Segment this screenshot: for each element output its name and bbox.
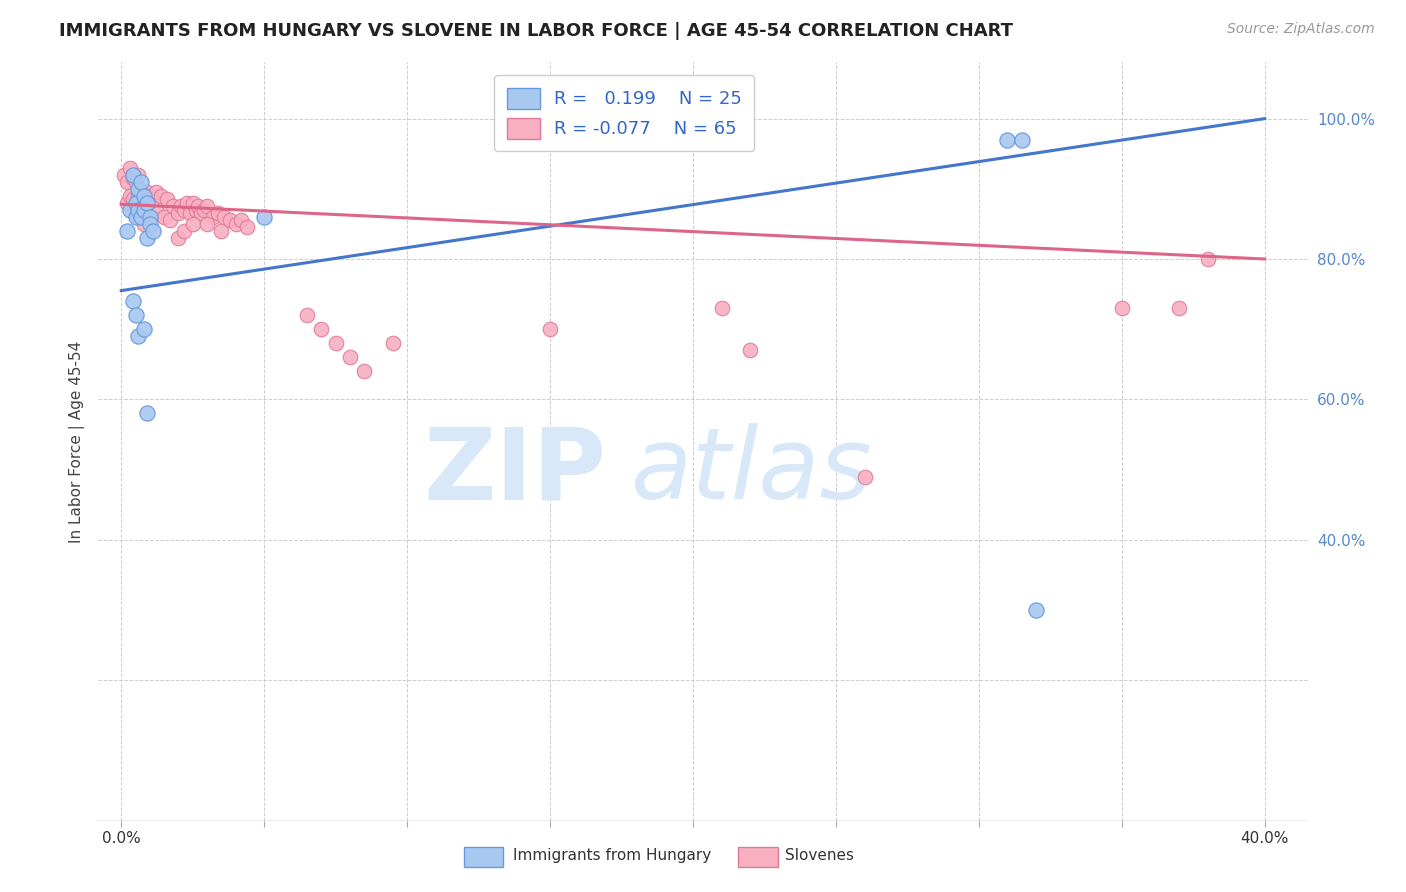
Text: Slovenes: Slovenes [785, 847, 853, 863]
Point [115, 224, 138, 238]
Point [121, 168, 143, 182]
Point [134, 322, 156, 336]
Point [121, 192, 143, 206]
Point [184, 202, 207, 217]
Point [129, 186, 152, 200]
Point [134, 202, 156, 217]
Point [181, 217, 204, 231]
Point [231, 213, 253, 227]
Point [1197, 252, 1219, 266]
Point [115, 175, 138, 189]
Point [124, 175, 146, 189]
Point [136, 231, 159, 245]
Point [134, 192, 156, 206]
Point [142, 192, 165, 206]
Point [173, 224, 195, 238]
Point [134, 217, 156, 231]
Point [1111, 301, 1133, 315]
Text: atlas: atlas [630, 424, 872, 520]
Point [118, 202, 141, 217]
Point [295, 308, 318, 322]
Point [124, 210, 146, 224]
Point [353, 364, 375, 378]
Point [150, 189, 173, 203]
Point [538, 322, 561, 336]
Point [167, 231, 190, 245]
Point [1025, 603, 1047, 617]
Point [139, 210, 162, 224]
Point [207, 206, 229, 220]
Point [997, 133, 1019, 147]
Point [1011, 133, 1033, 147]
Point [153, 210, 176, 224]
Point [170, 199, 193, 213]
Text: Immigrants from Hungary: Immigrants from Hungary [513, 847, 711, 863]
Point [381, 336, 404, 351]
Text: IMMIGRANTS FROM HUNGARY VS SLOVENE IN LABOR FORCE | AGE 45-54 CORRELATION CHART: IMMIGRANTS FROM HUNGARY VS SLOVENE IN LA… [59, 22, 1014, 40]
Point [339, 351, 361, 365]
Point [127, 202, 149, 217]
Point [139, 189, 162, 203]
Point [136, 186, 159, 200]
Point [127, 168, 149, 182]
Point [148, 206, 170, 220]
Point [115, 195, 138, 210]
Point [1168, 301, 1191, 315]
Text: Source: ZipAtlas.com: Source: ZipAtlas.com [1227, 22, 1375, 37]
Point [124, 199, 146, 213]
Point [181, 195, 204, 210]
Point [212, 210, 235, 224]
Point [167, 206, 190, 220]
Point [129, 210, 152, 224]
Point [156, 192, 179, 206]
Point [121, 171, 143, 186]
Point [201, 210, 224, 224]
Point [225, 217, 247, 231]
Point [127, 182, 149, 196]
Point [162, 199, 184, 213]
Point [253, 210, 276, 224]
Point [236, 220, 259, 235]
Point [179, 206, 201, 220]
Point [121, 294, 143, 309]
Point [118, 161, 141, 175]
Point [129, 175, 152, 189]
Point [325, 336, 347, 351]
Point [311, 322, 333, 336]
Text: ZIP: ZIP [423, 424, 606, 520]
Point [134, 189, 156, 203]
Point [219, 213, 242, 227]
Legend: R =   0.199    N = 25, R = -0.077    N = 65: R = 0.199 N = 25, R = -0.077 N = 65 [495, 75, 755, 152]
Y-axis label: In Labor Force | Age 45-54: In Labor Force | Age 45-54 [69, 341, 84, 542]
Point [195, 199, 218, 213]
Point [136, 407, 159, 421]
Point [124, 308, 146, 322]
Point [740, 343, 762, 358]
Point [118, 189, 141, 203]
Point [193, 202, 215, 217]
Point [127, 189, 149, 203]
Point [159, 213, 181, 227]
Point [127, 329, 149, 343]
Point [139, 210, 162, 224]
Point [853, 469, 876, 483]
Point [190, 206, 212, 220]
Point [136, 206, 159, 220]
Point [124, 195, 146, 210]
Point [139, 217, 162, 231]
Point [187, 199, 209, 213]
Point [136, 195, 159, 210]
Point [112, 168, 135, 182]
Point [145, 186, 167, 200]
Point [209, 224, 232, 238]
Point [176, 195, 198, 210]
Point [127, 210, 149, 224]
Point [142, 224, 165, 238]
Point [173, 202, 195, 217]
Point [195, 217, 218, 231]
Point [129, 210, 152, 224]
Point [710, 301, 733, 315]
Point [129, 206, 152, 220]
